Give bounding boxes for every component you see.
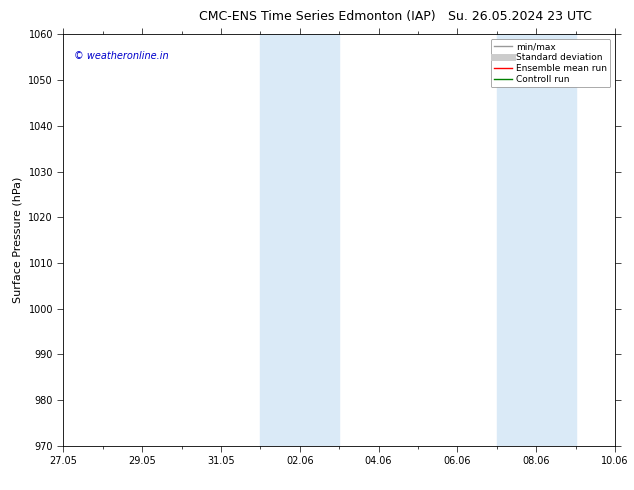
Bar [300,34,339,446]
Text: © weatheronline.in: © weatheronline.in [74,51,169,61]
Text: CMC-ENS Time Series Edmonton (IAP): CMC-ENS Time Series Edmonton (IAP) [198,10,436,23]
Bar [261,34,300,446]
Bar [497,34,536,446]
Legend: min/max, Standard deviation, Ensemble mean run, Controll run: min/max, Standard deviation, Ensemble me… [491,39,611,87]
Text: Su. 26.05.2024 23 UTC: Su. 26.05.2024 23 UTC [448,10,592,23]
Bar [536,34,576,446]
Y-axis label: Surface Pressure (hPa): Surface Pressure (hPa) [13,177,23,303]
